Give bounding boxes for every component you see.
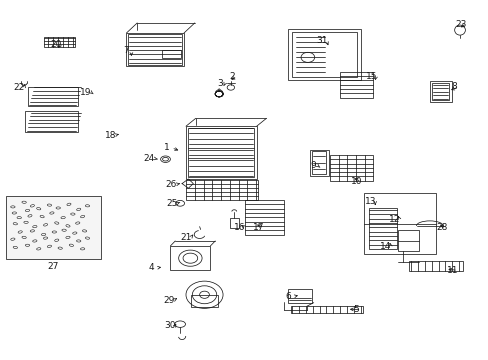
Text: 18: 18 [104, 131, 116, 140]
Bar [185, 180, 258, 200]
Bar [25, 111, 78, 132]
Text: 13: 13 [364, 197, 375, 206]
Text: 31: 31 [315, 36, 326, 45]
Bar [311, 151, 326, 174]
Bar [288, 289, 311, 303]
Bar [408, 261, 462, 271]
Bar [170, 246, 210, 270]
Text: 21: 21 [180, 233, 191, 242]
Bar [329, 155, 372, 181]
Text: 9: 9 [309, 161, 315, 170]
Text: 19: 19 [80, 87, 92, 96]
Bar [229, 218, 238, 228]
Text: 17: 17 [253, 223, 264, 232]
Text: 2: 2 [229, 72, 235, 81]
Bar [310, 150, 328, 176]
Bar [339, 72, 372, 98]
Text: 23: 23 [455, 19, 466, 28]
Bar [188, 128, 254, 177]
Bar [126, 33, 183, 66]
Text: 28: 28 [435, 223, 447, 232]
Text: 22: 22 [14, 83, 25, 92]
Bar [288, 30, 360, 80]
Bar [245, 201, 283, 234]
Text: 8: 8 [450, 82, 456, 91]
Text: 26: 26 [165, 180, 177, 189]
Text: 14: 14 [380, 242, 391, 251]
Bar [431, 83, 448, 100]
Bar [185, 126, 256, 179]
Bar [161, 50, 181, 58]
Text: 1: 1 [163, 143, 169, 152]
Text: 7: 7 [123, 46, 129, 55]
Bar [292, 32, 356, 77]
Text: 29: 29 [163, 296, 174, 305]
Text: 4: 4 [149, 264, 154, 273]
Text: 10: 10 [350, 177, 362, 186]
Text: 30: 30 [164, 321, 176, 330]
Text: 5: 5 [353, 305, 359, 314]
Text: 15: 15 [365, 72, 376, 81]
Text: 24: 24 [143, 154, 155, 163]
Bar [429, 81, 451, 102]
Text: 3: 3 [217, 79, 223, 88]
Bar [290, 306, 362, 314]
Bar [397, 230, 418, 251]
Text: 12: 12 [388, 215, 400, 224]
Bar [27, 87, 78, 107]
Bar [43, 37, 75, 46]
Bar [190, 295, 217, 307]
Bar [368, 208, 396, 249]
Bar [363, 193, 435, 253]
Bar [5, 196, 101, 259]
Bar [128, 35, 182, 64]
Text: 16: 16 [233, 223, 245, 232]
Text: 25: 25 [166, 199, 178, 208]
Text: 6: 6 [285, 292, 291, 301]
Text: 27: 27 [47, 262, 59, 271]
Text: 11: 11 [447, 266, 458, 275]
Text: 20: 20 [50, 40, 61, 49]
